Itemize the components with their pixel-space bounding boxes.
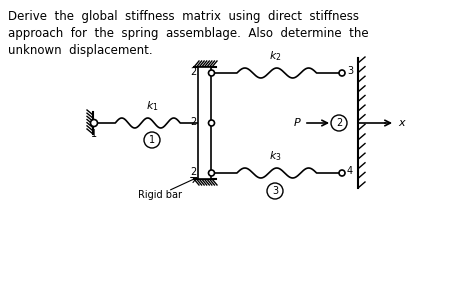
Text: 3: 3: [347, 66, 353, 76]
Text: 4: 4: [347, 166, 353, 176]
Circle shape: [209, 170, 215, 176]
Text: x: x: [398, 118, 405, 128]
Bar: [199, 67, 211, 179]
Text: 3: 3: [272, 186, 278, 196]
Text: $k_3$: $k_3$: [269, 149, 282, 163]
Text: 2: 2: [190, 167, 197, 177]
Text: 2: 2: [190, 117, 197, 127]
Text: Derive  the  global  stiffness  matrix  using  direct  stiffness: Derive the global stiffness matrix using…: [8, 10, 359, 23]
Text: 1: 1: [149, 135, 155, 145]
Text: unknown  displacement.: unknown displacement.: [8, 44, 153, 57]
Circle shape: [144, 132, 160, 148]
Text: 2: 2: [190, 67, 197, 77]
Text: 1: 1: [91, 129, 97, 139]
Circle shape: [267, 183, 283, 199]
Text: $k_2$: $k_2$: [269, 49, 281, 63]
Text: approach  for  the  spring  assemblage.  Also  determine  the: approach for the spring assemblage. Also…: [8, 27, 369, 40]
Circle shape: [339, 70, 345, 76]
Text: Rigid bar: Rigid bar: [138, 190, 182, 200]
Text: 2: 2: [336, 118, 342, 128]
Circle shape: [209, 120, 215, 126]
Circle shape: [91, 120, 98, 126]
Circle shape: [331, 115, 347, 131]
Text: $k_1$: $k_1$: [146, 99, 158, 113]
Text: P: P: [293, 118, 300, 128]
Circle shape: [339, 170, 345, 176]
Circle shape: [209, 70, 215, 76]
